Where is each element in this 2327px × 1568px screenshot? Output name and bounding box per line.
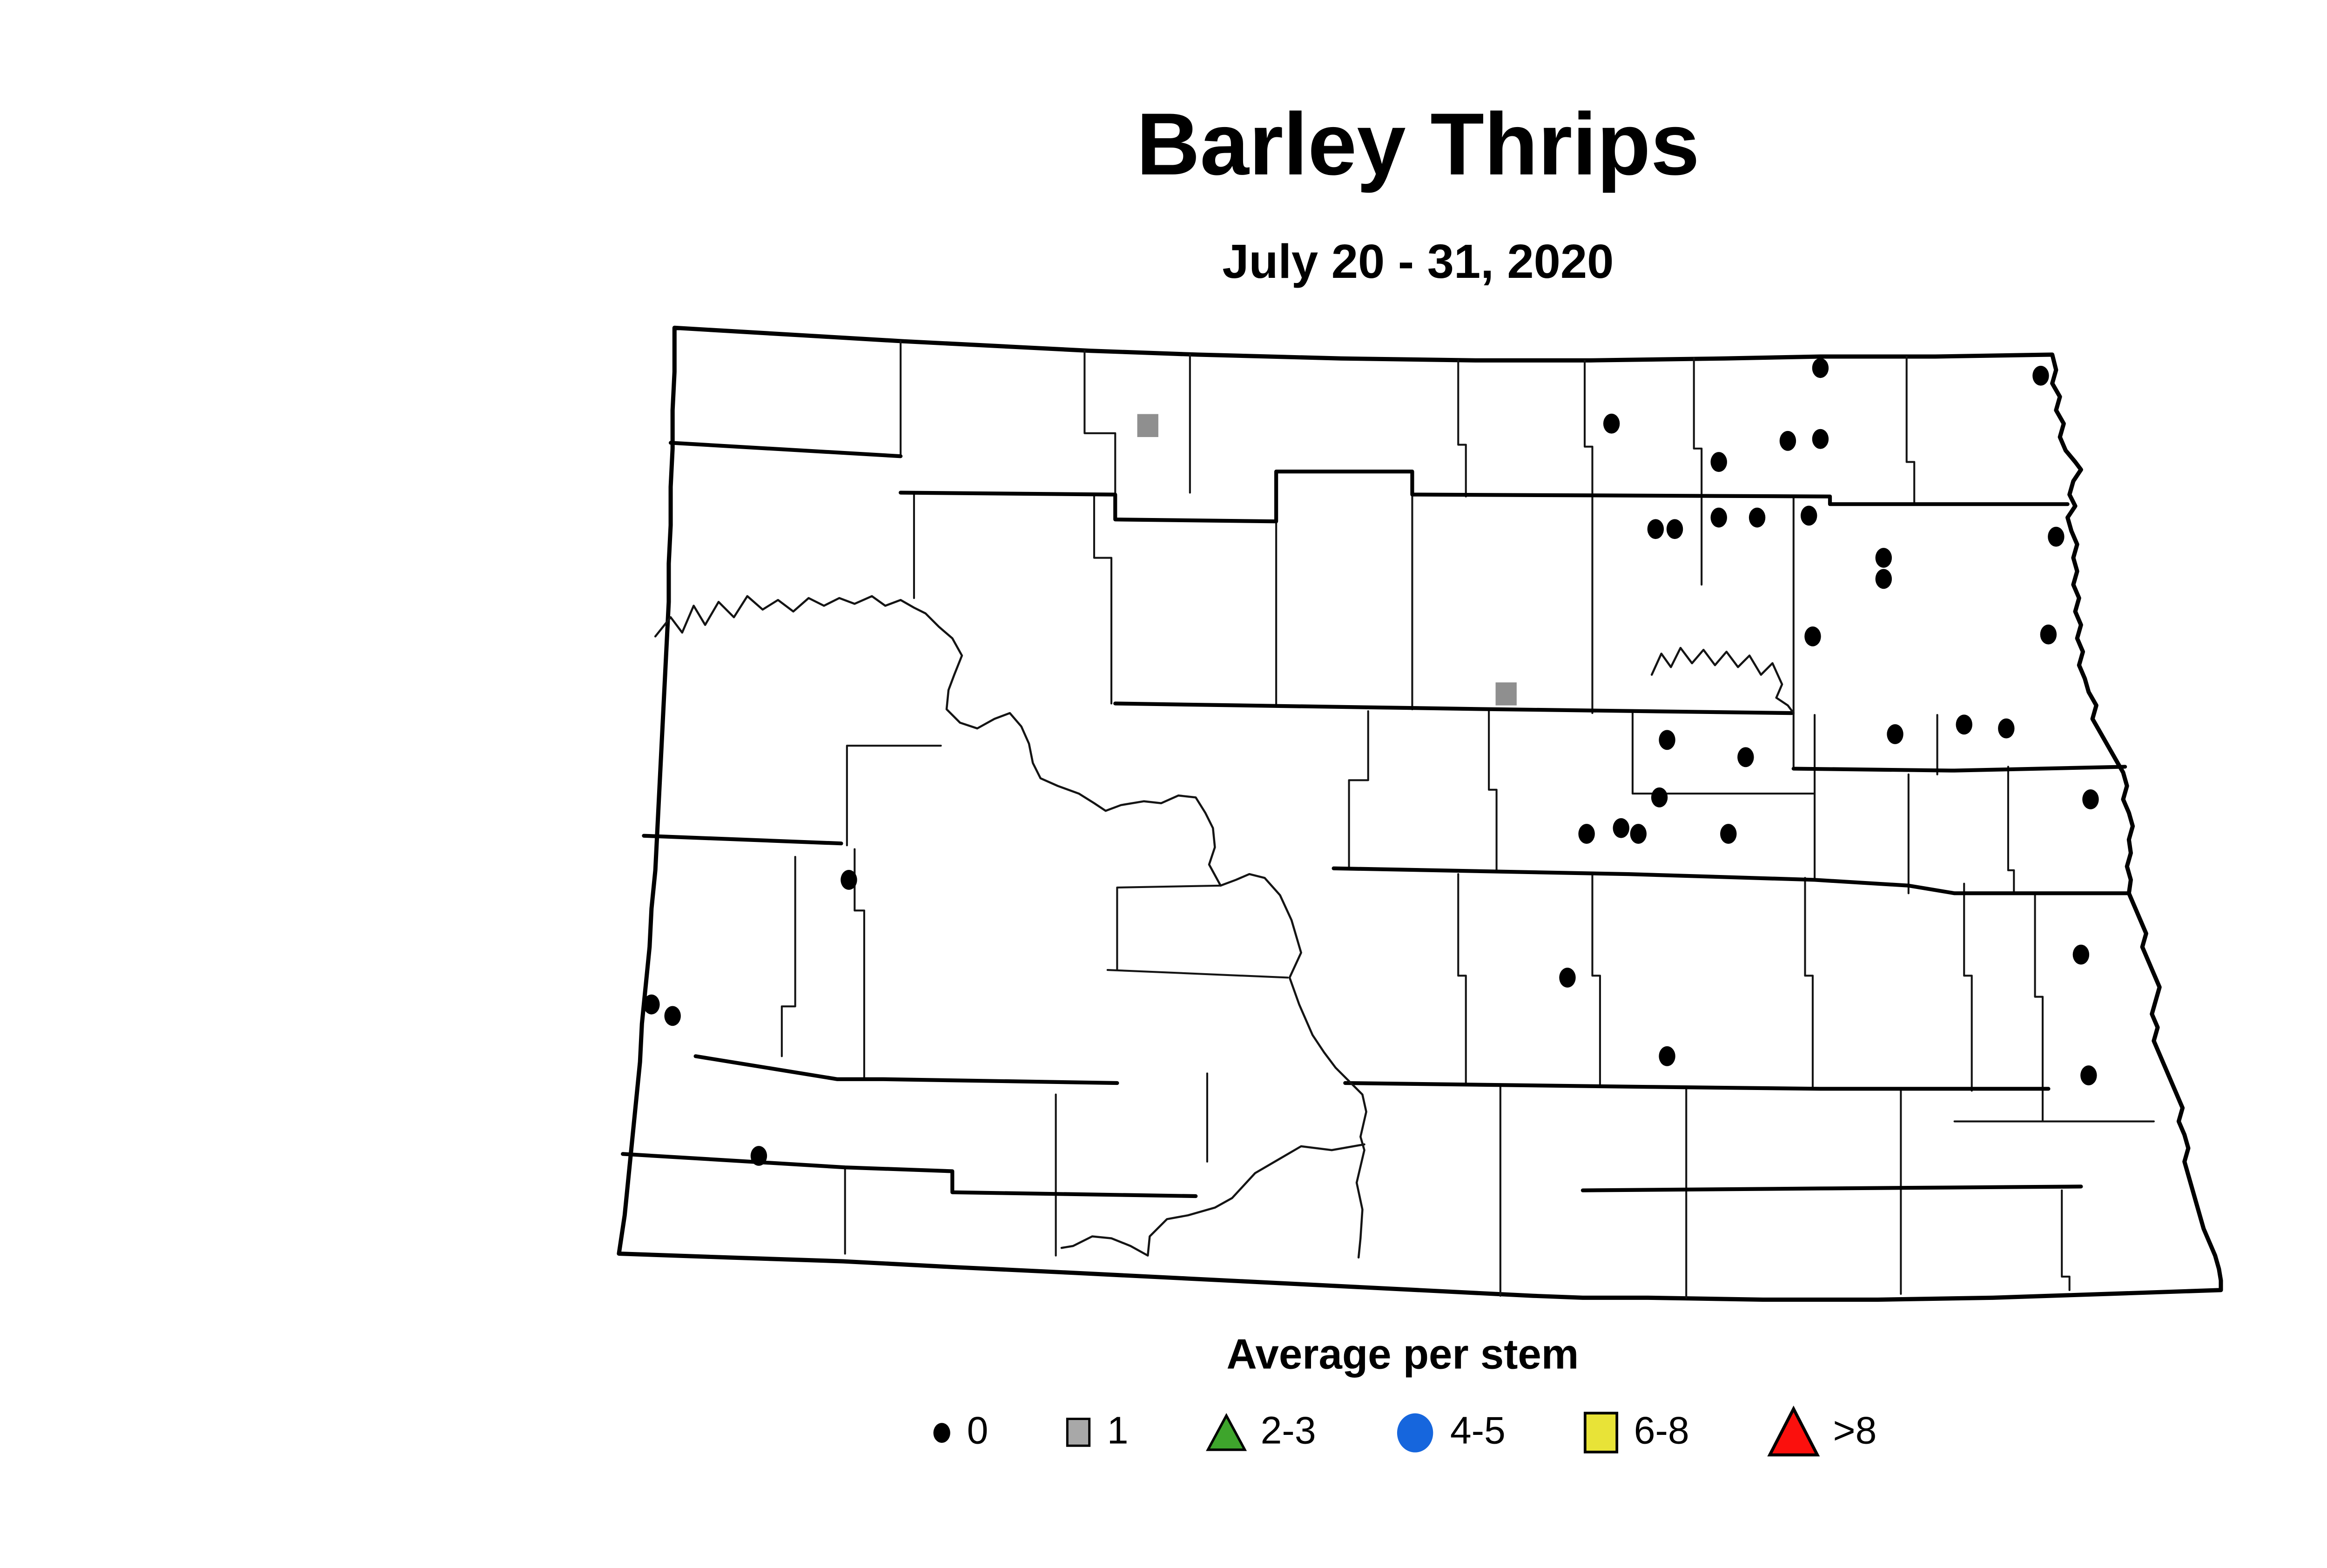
- map-point-zero: [2048, 526, 2065, 547]
- map-point-zero: [1666, 519, 1683, 539]
- map-point-zero: [1578, 824, 1595, 844]
- map-point-zero: [1875, 569, 1892, 589]
- legend-item-label: 4-5: [1450, 1411, 1506, 1453]
- map-point-zero: [664, 1006, 681, 1026]
- legend-item-0: 0: [928, 1413, 988, 1451]
- page-subtitle: July 20 - 31, 2020: [1222, 235, 1614, 289]
- map-point-zero: [643, 994, 660, 1015]
- district-borders: [621, 441, 2131, 1198]
- legend-item-label: 2-3: [1260, 1411, 1316, 1453]
- river-borders: [654, 595, 1795, 1259]
- map-point-zero: [2040, 624, 2057, 645]
- legend-row: 0 1 2-3 4-5: [0, 1405, 2327, 1459]
- map-point-zero: [1804, 626, 1821, 646]
- map-point-zero: [1749, 507, 1766, 528]
- map-point-zero: [1659, 730, 1675, 750]
- map-point-zero: [1998, 718, 2015, 739]
- map-point-zero: [1613, 818, 1629, 838]
- map-point-zero: [1559, 968, 1576, 988]
- map-point-zero: [1720, 824, 1737, 844]
- legend-item-label: 1: [1107, 1411, 1129, 1453]
- blue-circle-marker-icon: [1396, 1412, 1433, 1452]
- map-point-zero: [2032, 365, 2049, 386]
- map-point-zero: [2072, 944, 2090, 965]
- map-point-zero: [1737, 747, 1754, 767]
- map-point-zero: [1647, 519, 1664, 539]
- map-point-zero: [1812, 358, 1829, 378]
- legend-item-5: >8: [1766, 1405, 1876, 1459]
- map-point-zero: [1659, 1046, 1675, 1066]
- legend-item-label: >8: [1833, 1411, 1877, 1453]
- gray-square-marker-icon: [1065, 1417, 1090, 1446]
- legend: Average per stem 0 1 2-3: [0, 1330, 2327, 1459]
- map-point-zero: [750, 1146, 767, 1166]
- map-point-zero: [2082, 789, 2099, 809]
- map-point-zero: [1710, 507, 1727, 528]
- legend-item-label: 0: [967, 1411, 989, 1453]
- map-point-one: [1495, 682, 1517, 706]
- dot-marker-icon: [932, 1422, 950, 1442]
- map-point-zero: [1651, 787, 1668, 808]
- yellow-square-marker-icon: [1583, 1411, 1618, 1453]
- map-point-one: [1137, 414, 1158, 437]
- legend-item-1: 1: [1065, 1411, 1129, 1453]
- map-point-zero: [1779, 431, 1796, 451]
- red-triangle-marker-icon: [1766, 1405, 1819, 1457]
- county-borders: [780, 340, 2155, 1299]
- map-point-zero: [2080, 1065, 2097, 1085]
- map-points: [643, 358, 2099, 1166]
- map-point-zero: [1801, 505, 1817, 526]
- map-point-zero: [1812, 429, 1829, 449]
- map-point-zero: [1630, 824, 1647, 844]
- map-point-zero: [1956, 714, 1972, 735]
- legend-item-4: 6-8: [1582, 1410, 1689, 1454]
- map-point-zero: [1887, 724, 1903, 744]
- legend-item-label: 6-8: [1634, 1411, 1689, 1453]
- map-point-zero: [841, 870, 857, 890]
- page-title: Barley Thrips: [1136, 94, 1700, 194]
- legend-heading: Average per stem: [1226, 1330, 1579, 1379]
- green-triangle-marker-icon: [1205, 1412, 1247, 1450]
- map-point-zero: [1603, 413, 1620, 434]
- map-point-zero: [1710, 452, 1727, 472]
- title-block: Barley Thrips July 20 - 31, 2020: [0, 96, 2327, 290]
- legend-item-2: 2-3: [1205, 1412, 1316, 1452]
- map-point-zero: [1875, 548, 1892, 568]
- state-outline: [617, 325, 2223, 1302]
- legend-item-3: 4-5: [1392, 1410, 1506, 1454]
